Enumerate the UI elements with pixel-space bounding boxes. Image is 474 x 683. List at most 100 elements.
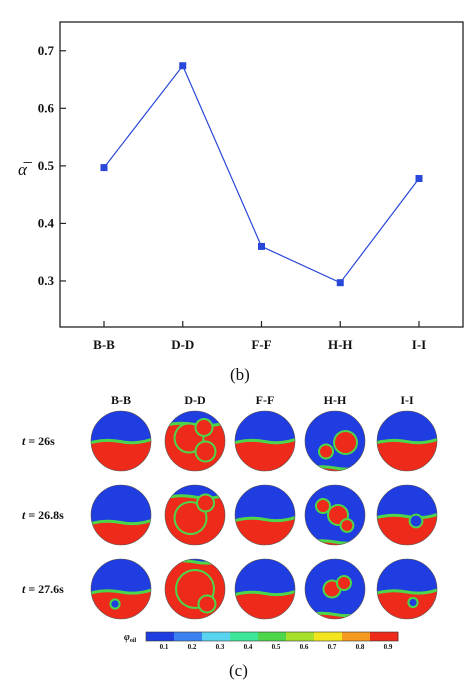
colorbar-tick-label: 0.7 (328, 643, 337, 651)
data-point (179, 62, 187, 70)
data-point (100, 164, 108, 172)
interface-band (377, 513, 437, 520)
column-header: I-I (400, 393, 414, 407)
x-axis: B-B D-D F-F H-H I-I (93, 321, 426, 352)
mixing-blob (338, 577, 350, 589)
circle-outline (234, 558, 296, 620)
contour-panel: B-B D-D F-F H-H I-I t = 26s t = 26.8s t = 27.6… (22, 393, 438, 680)
circle-outline (90, 558, 152, 620)
contour-circle (165, 485, 225, 545)
interface-band (91, 438, 151, 445)
mixing-blob (335, 432, 356, 453)
circle-outline (304, 410, 366, 472)
interface-band (235, 516, 295, 523)
water-region (91, 411, 151, 443)
interface-band (377, 588, 437, 595)
colorbar-label: φoil (124, 632, 137, 644)
series-layer (100, 62, 423, 287)
interface-band (91, 519, 151, 526)
y-tick-label: 0.4 (38, 215, 55, 230)
y-tick-label: 0.7 (38, 43, 55, 58)
colorbar-swatch (258, 632, 287, 641)
row-header: t = 26.8s (22, 508, 64, 522)
water-region (235, 559, 295, 595)
contour-circle (305, 485, 365, 545)
circle-outline (376, 410, 438, 472)
colorbar-swatch (286, 632, 315, 641)
colorbar-tick-label: 0.9 (384, 643, 393, 651)
mixing-blob (199, 596, 215, 612)
circle-outline (234, 410, 296, 472)
colorbar-swatch (146, 632, 175, 641)
mixing-blob (320, 445, 332, 458)
circle-outline (164, 410, 226, 472)
circle-outline (90, 484, 152, 546)
contour-circle (235, 485, 295, 545)
column-header: B-B (111, 393, 131, 407)
contour-circle (235, 411, 295, 471)
circle-outline (376, 558, 438, 620)
interface-band (235, 590, 295, 597)
mixing-blob (198, 495, 213, 511)
mixing-blob (324, 581, 340, 597)
colorbar-tick-label: 0.3 (216, 643, 225, 651)
colorbar-swatch (314, 632, 343, 641)
panel-label-c: (c) (229, 661, 248, 680)
colorbar: 0.1 0.2 0.3 0.4 0.5 0.6 0.7 0.8 0.9 φoil (124, 631, 399, 651)
colorbar-tick-label: 0.8 (356, 643, 365, 651)
interface-band (165, 493, 225, 500)
y-axis-label: α̅ (18, 160, 33, 179)
x-tick-label: I-I (412, 337, 426, 352)
water-region (377, 411, 437, 443)
column-header: F-F (256, 393, 275, 407)
circle-outline (164, 558, 226, 620)
x-tick-label: F-F (251, 337, 271, 352)
colorbar-swatch (342, 632, 371, 641)
plot-frame (59, 21, 464, 328)
data-point (415, 175, 423, 183)
y-axis: 0.3 0.4 0.5 0.6 0.7 (38, 43, 66, 288)
contour-circle (165, 411, 225, 471)
row-header: t = 26s (22, 434, 55, 448)
contour-circle (235, 559, 295, 619)
colorbar-frame (145, 631, 399, 642)
contour-circle (91, 411, 151, 471)
contour-circle (165, 559, 225, 619)
mixing-blob (329, 506, 347, 524)
y-tick-label: 0.6 (38, 100, 55, 115)
line-chart: 0.3 0.4 0.5 0.6 0.7 B-B D-D F-F H-H I-I α̅ (b) (18, 21, 464, 384)
circle-outline (376, 484, 438, 546)
series-line (103, 64, 420, 284)
mixing-blob (196, 420, 212, 435)
circle-outline (90, 410, 152, 472)
circle-outline (234, 484, 296, 546)
contour-circles (90, 410, 438, 620)
data-point (258, 242, 265, 250)
x-tick-label: B-B (93, 337, 115, 352)
colorbar-tick-label: 0.5 (272, 643, 281, 651)
contour-circle (91, 485, 151, 545)
mixing-blob (196, 442, 215, 461)
interface-band (235, 438, 295, 445)
mixing-blob (111, 600, 119, 608)
water-region (235, 485, 295, 521)
y-tick-label: 0.5 (38, 158, 55, 173)
water-region (235, 411, 295, 443)
panel-label-b: (b) (230, 365, 250, 384)
contour-circle (305, 559, 365, 619)
water-region (91, 485, 151, 524)
mixing-blob (175, 503, 206, 533)
water-region (91, 559, 151, 594)
x-tick-label: H-H (328, 337, 353, 352)
data-point (336, 279, 344, 287)
water-region (377, 485, 437, 518)
row-headers: t = 26s t = 26.8s t = 27.6s (22, 434, 64, 596)
column-headers: B-B D-D F-F H-H I-I (111, 393, 414, 407)
colorbar-swatch (370, 632, 399, 641)
contour-circle (377, 559, 437, 619)
contour-circle (305, 411, 365, 471)
water-region (377, 559, 437, 594)
colorbar-tick-label: 0.2 (188, 643, 197, 651)
column-header: D-D (184, 393, 206, 407)
